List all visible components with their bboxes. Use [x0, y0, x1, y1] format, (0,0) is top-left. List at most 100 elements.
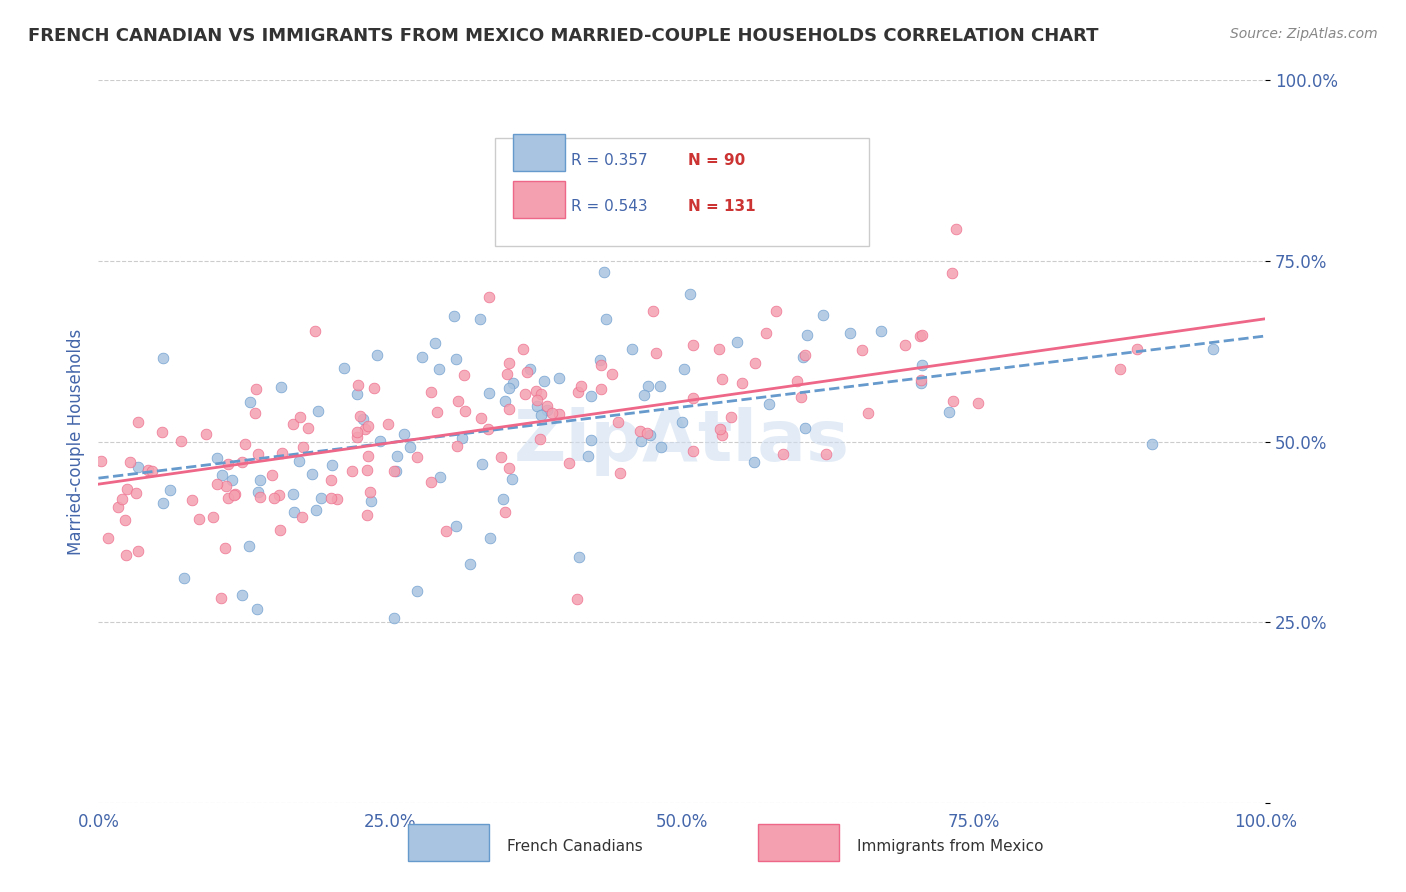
Point — [363, 381, 385, 395]
Point — [794, 420, 817, 434]
Point — [340, 464, 363, 478]
Point — [222, 488, 245, 502]
Point — [870, 324, 893, 338]
Point — [501, 472, 523, 486]
Point — [238, 539, 260, 553]
Point — [377, 417, 399, 432]
Point — [249, 473, 271, 487]
Point — [1202, 342, 1225, 356]
Point — [911, 358, 934, 372]
Point — [630, 434, 652, 448]
FancyBboxPatch shape — [513, 181, 565, 218]
Point — [609, 467, 631, 481]
Point — [494, 393, 516, 408]
Point — [790, 390, 813, 404]
Point — [498, 460, 520, 475]
Point — [529, 387, 551, 401]
Point — [496, 367, 519, 381]
Text: R = 0.543: R = 0.543 — [571, 200, 648, 214]
Point — [260, 467, 283, 482]
Point — [1126, 343, 1149, 357]
Point — [478, 531, 501, 545]
Point — [427, 362, 450, 376]
Point — [526, 400, 548, 414]
Point — [636, 425, 658, 440]
Point — [356, 508, 378, 522]
Point — [127, 415, 149, 429]
Point — [1140, 437, 1163, 451]
Point — [471, 458, 494, 472]
Point — [637, 379, 659, 393]
Point — [792, 350, 814, 364]
Point — [589, 352, 612, 367]
Point — [233, 437, 256, 451]
Point — [231, 455, 253, 469]
Point — [292, 440, 315, 454]
Point — [526, 393, 548, 408]
Point — [498, 356, 520, 370]
Point — [291, 510, 314, 524]
Point — [411, 351, 433, 365]
Point — [709, 422, 731, 436]
Point — [894, 337, 917, 351]
Point — [477, 422, 499, 436]
Point — [111, 491, 134, 506]
Point — [648, 378, 671, 392]
Point — [519, 361, 541, 376]
Point — [360, 493, 382, 508]
Point — [451, 431, 474, 445]
Point — [239, 395, 262, 409]
Point — [301, 467, 323, 482]
Point — [796, 328, 818, 343]
Point — [910, 373, 932, 387]
Point — [786, 374, 808, 388]
Point — [711, 372, 734, 386]
FancyBboxPatch shape — [408, 824, 489, 861]
Point — [356, 419, 378, 434]
Point — [755, 326, 778, 340]
Point — [446, 439, 468, 453]
Point — [581, 434, 603, 448]
Point — [793, 347, 815, 361]
Point — [1108, 362, 1130, 376]
Point — [283, 505, 305, 519]
Point — [547, 407, 569, 421]
Point — [533, 374, 555, 388]
Point — [447, 393, 470, 408]
Point — [249, 490, 271, 504]
Point — [419, 385, 441, 400]
Point — [217, 457, 239, 471]
Point — [470, 411, 492, 425]
Point — [107, 500, 129, 514]
Point — [357, 449, 380, 463]
Point — [207, 450, 229, 465]
Point — [758, 397, 780, 411]
Point — [309, 491, 332, 505]
Point — [115, 548, 138, 562]
Text: Immigrants from Mexico: Immigrants from Mexico — [858, 838, 1043, 854]
Point — [710, 428, 733, 442]
Point — [908, 328, 931, 343]
Point — [270, 446, 292, 460]
Point — [673, 362, 696, 376]
Point — [127, 543, 149, 558]
Point — [150, 425, 173, 439]
Point — [569, 379, 592, 393]
Point — [709, 342, 731, 356]
Point — [910, 376, 932, 391]
Point — [468, 312, 491, 326]
Point — [453, 368, 475, 382]
Point — [366, 349, 388, 363]
Point — [356, 463, 378, 477]
Point — [443, 309, 465, 323]
Point — [152, 495, 174, 509]
Point — [620, 343, 643, 357]
Point — [671, 415, 693, 429]
Point — [141, 464, 163, 478]
Point — [446, 351, 468, 366]
Point — [370, 434, 392, 448]
Point — [565, 592, 588, 607]
Point — [194, 427, 217, 442]
Point — [346, 430, 368, 444]
Point — [136, 463, 159, 477]
